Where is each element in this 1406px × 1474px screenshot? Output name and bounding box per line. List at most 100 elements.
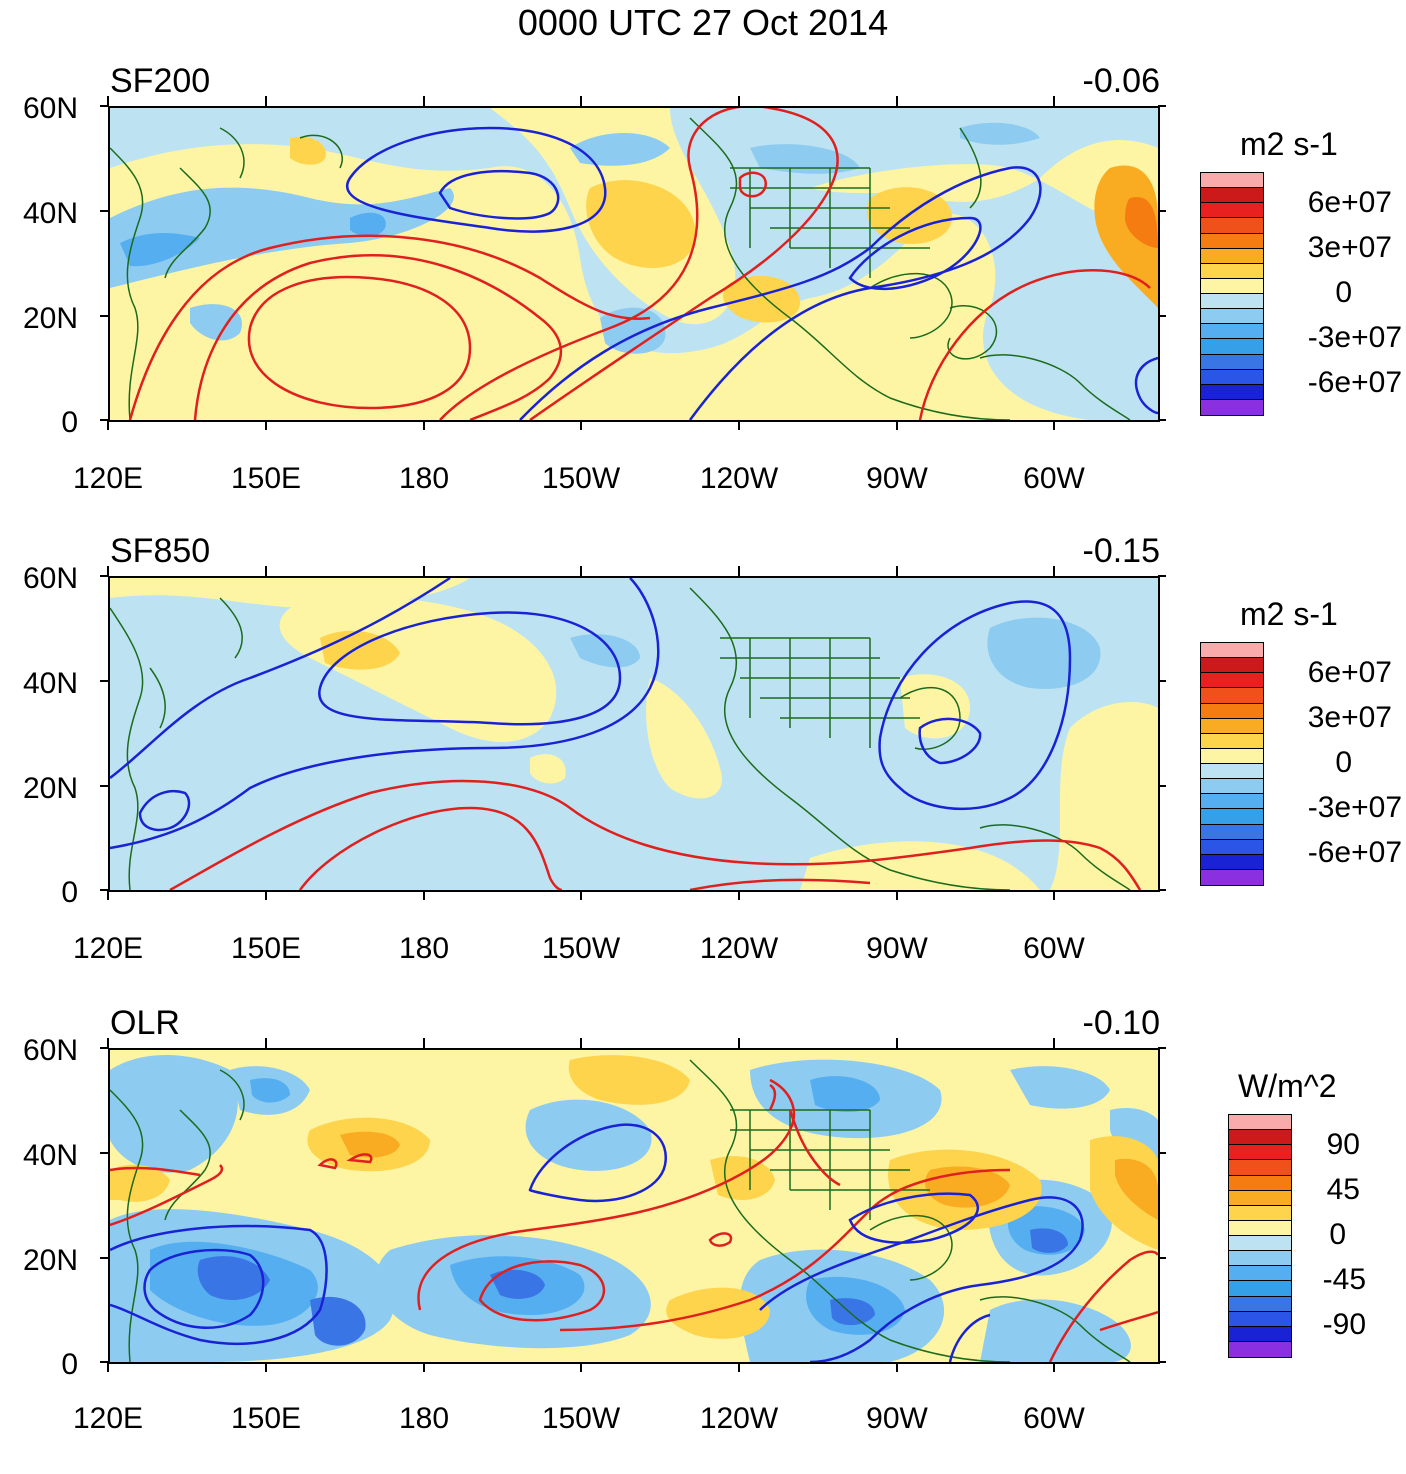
colorbar-swatch — [1201, 748, 1263, 764]
legend-tick-label: 90 — [1326, 1128, 1360, 1161]
shade-positive — [530, 754, 566, 784]
lon-tick-label: 120W — [699, 932, 779, 965]
colorbar-swatch — [1201, 324, 1263, 340]
shade-positive-mid — [586, 180, 696, 268]
colorbar-swatch — [1229, 1160, 1291, 1176]
colorbar-swatch — [1201, 764, 1263, 780]
colorbar-swatch — [1229, 1175, 1291, 1191]
legend-tick-label: -45 — [1322, 1263, 1366, 1296]
lat-tick-label: 60N — [22, 1034, 78, 1067]
lon-tick-label: 150E — [230, 462, 302, 495]
colorbar-swatch — [1229, 1145, 1291, 1161]
colorbar-swatch — [1201, 248, 1263, 264]
coastlines — [110, 117, 1131, 420]
colorbar-swatch — [1229, 1115, 1291, 1131]
panel-olr: OLR -0.10 — [0, 1004, 1406, 1474]
map-field — [110, 1055, 1158, 1362]
legend-tick-label: -6e+07 — [1307, 836, 1402, 869]
colorbar-swatch — [1201, 794, 1263, 810]
panel-correlation: -0.06 — [1082, 62, 1161, 100]
colorbar-swatch — [1201, 218, 1263, 234]
colorbar-swatch — [1201, 643, 1263, 659]
lat-tick-label: 0 — [61, 406, 78, 439]
colorbar-swatch — [1229, 1296, 1291, 1312]
colorbar-swatch — [1201, 718, 1263, 734]
legend-tick-label: -3e+07 — [1307, 321, 1402, 354]
lon-tick-label: 60W — [1023, 1402, 1085, 1435]
shade-positive — [646, 678, 722, 799]
lon-tick-label: 120E — [72, 462, 144, 495]
axis-ticks — [100, 1038, 1166, 1372]
lat-tick-label: 20N — [22, 1244, 78, 1277]
shade-negative — [570, 133, 670, 166]
panel-sf200: SF200 -0.06 — [0, 62, 1406, 532]
colorbar-swatch — [1201, 824, 1263, 840]
colorbar-swatch — [1201, 173, 1263, 189]
lon-tick-label: 180 — [398, 462, 450, 495]
negative-contours — [346, 126, 1158, 420]
panel-label: OLR — [110, 1004, 180, 1042]
colorbar-swatch — [1201, 233, 1263, 249]
shade-positive-mid — [666, 1287, 770, 1339]
colorbar-swatch — [1229, 1205, 1291, 1221]
coastlines — [110, 587, 1131, 890]
legend-units: m2 s-1 — [1240, 596, 1338, 632]
map-field — [110, 578, 1158, 890]
colorbar-swatch — [1201, 809, 1263, 825]
lat-tick-label: 20N — [22, 772, 78, 805]
legend-tick-label: 0 — [1335, 276, 1352, 309]
legend-tick-label: 3e+07 — [1307, 701, 1392, 734]
positive-contours — [169, 779, 1142, 890]
lon-tick-label: 150E — [230, 932, 302, 965]
lon-tick-label: 150W — [541, 932, 621, 965]
colorbar-swatch — [1229, 1190, 1291, 1206]
legend-units: m2 s-1 — [1240, 126, 1338, 162]
map-plot — [108, 576, 1160, 892]
lon-tick-label: 180 — [398, 1402, 450, 1435]
shade-positive-mid — [290, 136, 326, 165]
lat-tick-label: 0 — [61, 876, 78, 909]
lat-tick-label: 40N — [22, 1139, 78, 1172]
shade-negative — [1010, 1066, 1110, 1109]
legend-tick-label: 3e+07 — [1307, 231, 1392, 264]
colorbar-swatch — [1201, 854, 1263, 870]
legend-units: W/m^2 — [1238, 1068, 1337, 1104]
panel-label: SF200 — [110, 62, 211, 100]
colorbar-swatch — [1201, 399, 1263, 415]
colorbar-swatch — [1201, 384, 1263, 400]
shade-negative — [490, 1269, 545, 1299]
colorbar-swatch — [1201, 839, 1263, 855]
colorbar-swatch — [1201, 779, 1263, 795]
lon-tick-label: 60W — [1023, 462, 1085, 495]
figure-title: 0000 UTC 27 Oct 2014 — [517, 2, 889, 43]
lon-tick-label: 180 — [398, 932, 450, 965]
colorbar-swatch — [1229, 1130, 1291, 1146]
panel-sf850: SF850 -0.15 — [0, 532, 1406, 1002]
colorbar-swatch — [1229, 1266, 1291, 1282]
colorbar-swatch — [1229, 1326, 1291, 1342]
lat-tick-label: 0 — [61, 1348, 78, 1381]
colorbar-swatch — [1229, 1311, 1291, 1327]
legend-tick-label: 6e+07 — [1307, 186, 1392, 219]
shade-negative — [197, 1256, 270, 1300]
lon-tick-label: 120E — [72, 1402, 144, 1435]
colorbar-swatch — [1229, 1220, 1291, 1236]
colorbar — [1200, 642, 1264, 886]
colorbar-swatch — [1201, 188, 1263, 204]
map-plot — [108, 106, 1160, 422]
shade-negative — [120, 233, 200, 267]
shade-negative — [250, 1078, 290, 1103]
panel-correlation: -0.15 — [1082, 532, 1161, 570]
lon-tick-label: 150W — [541, 462, 621, 495]
panel-label: SF850 — [110, 532, 211, 570]
shade-positive — [810, 139, 1158, 228]
shade-negative — [960, 122, 1040, 145]
map-plot — [108, 1048, 1160, 1364]
colorbar-swatch — [1201, 733, 1263, 749]
positive-contours — [110, 1078, 1158, 1362]
lon-tick-label: 90W — [866, 1402, 928, 1435]
negative-contours — [110, 578, 1072, 850]
shade-negative — [350, 212, 386, 237]
lat-tick-label: 20N — [22, 302, 78, 335]
lon-tick-label: 90W — [866, 932, 928, 965]
